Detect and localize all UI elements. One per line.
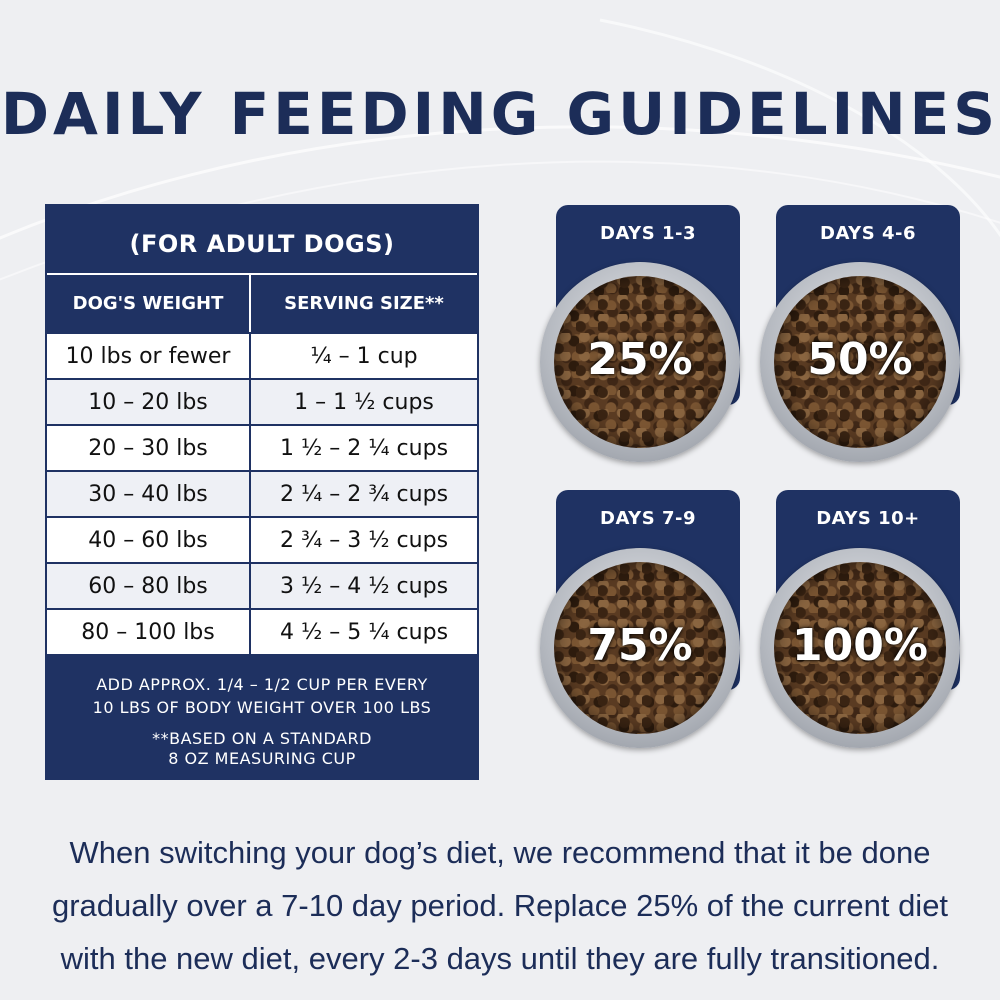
instruction-line: When switching your dog’s diet, we recom… bbox=[69, 835, 931, 870]
table-row: 60 – 80 lbs 3 ½ – 4 ½ cups bbox=[47, 564, 477, 608]
table-note-line: 10 LBS OF BODY WEIGHT OVER 100 LBS bbox=[92, 698, 432, 717]
serving-cell: 2 ¾ – 3 ½ cups bbox=[251, 518, 477, 562]
table-row: 40 – 60 lbs 2 ¾ – 3 ½ cups bbox=[47, 518, 477, 562]
table-row: 10 lbs or fewer ¼ – 1 cup bbox=[47, 334, 477, 378]
food-bowl: 100% bbox=[760, 548, 960, 748]
percent-label: 50% bbox=[807, 334, 913, 385]
transition-instructions: When switching your dog’s diet, we recom… bbox=[0, 826, 1000, 985]
weight-cell: 80 – 100 lbs bbox=[47, 610, 249, 654]
serving-cell: 3 ½ – 4 ½ cups bbox=[251, 564, 477, 608]
serving-cell: 1 – 1 ½ cups bbox=[251, 380, 477, 424]
serving-cell: 1 ½ – 2 ¼ cups bbox=[251, 426, 477, 470]
table-row: 20 – 30 lbs 1 ½ – 2 ¼ cups bbox=[47, 426, 477, 470]
table-row: 30 – 40 lbs 2 ¼ – 2 ¾ cups bbox=[47, 472, 477, 516]
table-note-line: ADD APPROX. 1/4 – 1/2 CUP PER EVERY bbox=[96, 675, 428, 694]
weight-cell: 60 – 80 lbs bbox=[47, 564, 249, 608]
serving-cell: 2 ¼ – 2 ¾ cups bbox=[251, 472, 477, 516]
days-label: DAYS 1-3 bbox=[600, 223, 696, 244]
percent-label: 75% bbox=[587, 620, 693, 671]
food-bowl: 75% bbox=[540, 548, 740, 748]
days-label: DAYS 7-9 bbox=[600, 508, 696, 529]
food-bowl: 50% bbox=[760, 262, 960, 462]
days-label: DAYS 4-6 bbox=[820, 223, 916, 244]
kibble-image bbox=[554, 562, 726, 734]
days-label: DAYS 10+ bbox=[816, 508, 920, 529]
kibble-image bbox=[554, 276, 726, 448]
food-bowl: 25% bbox=[540, 262, 740, 462]
instruction-line: gradually over a 7-10 day period. Replac… bbox=[51, 888, 949, 923]
weight-cell: 20 – 30 lbs bbox=[47, 426, 249, 470]
table-subtitle: (FOR ADULT DOGS) bbox=[129, 230, 395, 258]
percent-label: 25% bbox=[587, 334, 693, 385]
percent-label: 100% bbox=[792, 620, 928, 671]
table-row: 80 – 100 lbs 4 ½ – 5 ¼ cups bbox=[47, 610, 477, 654]
table-footnote-line: 8 OZ MEASURING CUP bbox=[168, 749, 356, 768]
kibble-image bbox=[774, 562, 946, 734]
page-title: DAILY FEEDING GUIDELINES bbox=[0, 80, 1000, 148]
weight-cell: 10 – 20 lbs bbox=[47, 380, 249, 424]
header-weight: DOG'S WEIGHT bbox=[72, 292, 224, 314]
kibble-image bbox=[774, 276, 946, 448]
serving-cell: 4 ½ – 5 ¼ cups bbox=[251, 610, 477, 654]
header-divider bbox=[47, 273, 477, 275]
table-row: 10 – 20 lbs 1 – 1 ½ cups bbox=[47, 380, 477, 424]
weight-cell: 40 – 60 lbs bbox=[47, 518, 249, 562]
serving-cell: ¼ – 1 cup bbox=[251, 334, 477, 378]
weight-cell: 10 lbs or fewer bbox=[47, 334, 249, 378]
header-serving: SERVING SIZE** bbox=[284, 292, 444, 314]
table-footnote-line: **BASED ON A STANDARD bbox=[152, 729, 372, 748]
header-column-divider bbox=[249, 275, 251, 332]
weight-cell: 30 – 40 lbs bbox=[47, 472, 249, 516]
instruction-line: with the new diet, every 2-3 days until … bbox=[60, 941, 940, 976]
